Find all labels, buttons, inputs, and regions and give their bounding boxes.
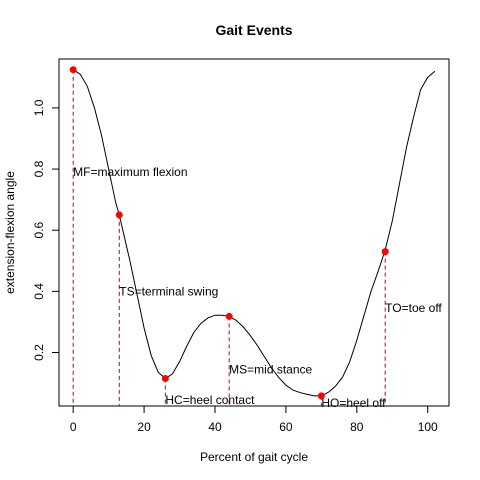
y-tick-label: 0.2 xyxy=(32,344,46,361)
event-label: HC=heel contact xyxy=(165,393,255,407)
event-label: TO=toe off xyxy=(385,301,442,315)
event-label: HO=heel off xyxy=(321,396,386,410)
x-axis-label: Percent of gait cycle xyxy=(200,450,308,464)
chart-title: Gait Events xyxy=(215,22,292,38)
event-point xyxy=(317,392,325,400)
event-point xyxy=(115,211,123,219)
y-tick-label: 1.0 xyxy=(32,99,46,116)
event-point xyxy=(69,66,77,74)
event-lines xyxy=(72,69,386,406)
event-point xyxy=(161,374,169,382)
y-axis-label: extension-flexion angle xyxy=(3,171,17,294)
series-line xyxy=(72,69,436,397)
x-tick-label: 40 xyxy=(208,420,222,434)
y-tick-label: 0.4 xyxy=(32,283,46,300)
x-axis: 0 20 40 60 80 100 xyxy=(70,405,438,434)
event-points xyxy=(69,66,389,400)
event-point xyxy=(225,312,233,320)
x-tick-label: 0 xyxy=(70,420,77,434)
event-label: MF=maximum flexion xyxy=(73,165,187,179)
y-tick-label: 0.8 xyxy=(32,160,46,177)
event-point xyxy=(381,248,389,256)
event-label: MS=mid stance xyxy=(229,362,312,376)
x-tick-label: 80 xyxy=(350,420,364,434)
event-label: TS=terminal swing xyxy=(119,284,218,298)
y-tick-label: 0.6 xyxy=(32,222,46,239)
x-tick-label: 100 xyxy=(418,420,438,434)
y-axis: 0.2 0.4 0.6 0.8 1.0 xyxy=(32,99,60,361)
event-labels: MF=maximum flexion TS=terminal swing HC=he… xyxy=(73,165,442,410)
x-tick-label: 20 xyxy=(137,420,151,434)
x-tick-label: 60 xyxy=(279,420,293,434)
